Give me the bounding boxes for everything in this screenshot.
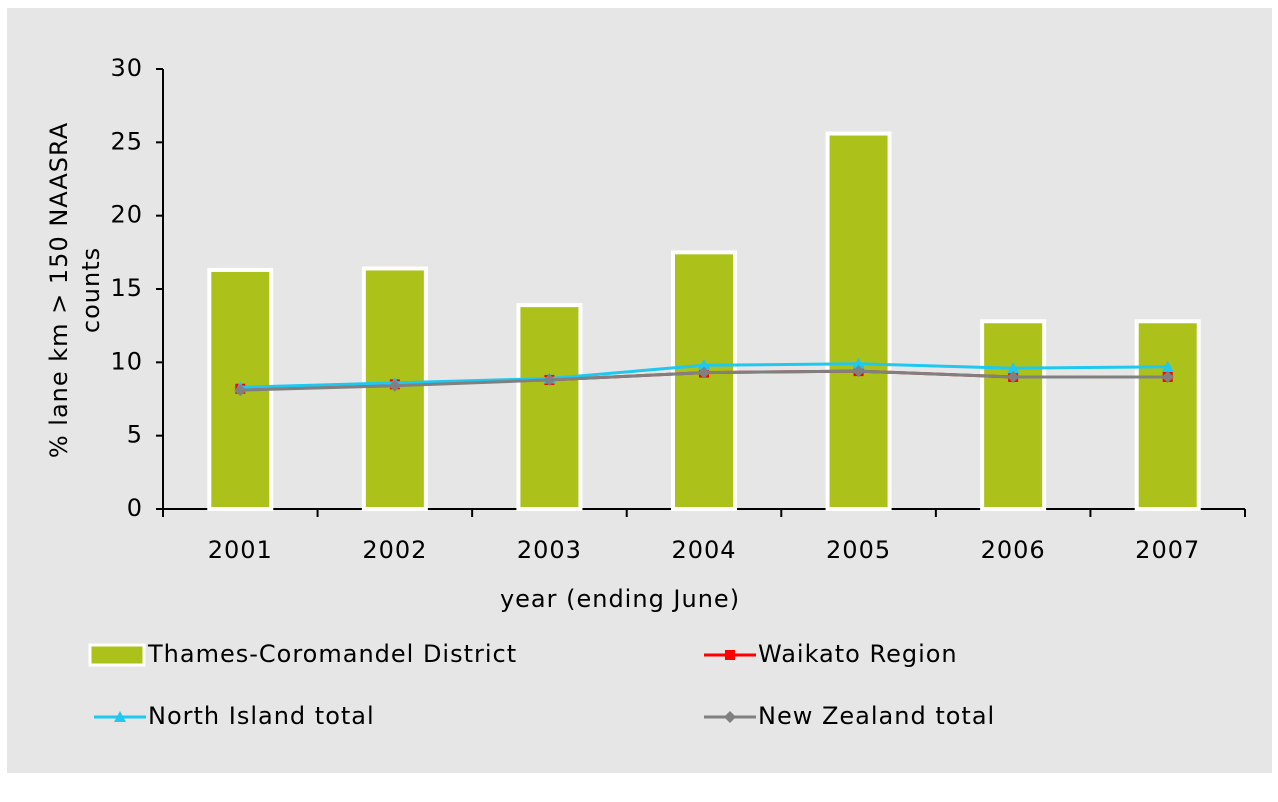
bar: [980, 319, 1047, 511]
x-tick-label: 2002: [362, 536, 427, 564]
legend-label: Waikato Region: [758, 640, 958, 668]
y-tick-label: 0: [127, 494, 143, 522]
point: [234, 384, 247, 397]
point: [1007, 362, 1020, 374]
point: [1007, 371, 1020, 383]
x-tick-label: 2001: [208, 536, 273, 564]
x-tick-label: 2003: [517, 536, 582, 564]
legend-swatch: [88, 643, 146, 667]
y-tick-label: 15: [110, 274, 143, 302]
point: [1161, 371, 1174, 383]
legend-label: New Zealand total: [758, 702, 995, 730]
y-tick-label: 10: [110, 347, 143, 375]
legend-marker: [724, 711, 736, 723]
x-axis-title: year (ending June): [500, 585, 740, 613]
x-tick-label: 2004: [671, 536, 736, 564]
x-tick-label: 2007: [1135, 536, 1200, 564]
y-tick-label: 5: [127, 421, 143, 449]
bar: [825, 131, 892, 512]
point: [698, 366, 710, 379]
point: [543, 373, 556, 386]
point: [698, 359, 710, 371]
y-axis-title: % lane km > 150 NAASRA: [45, 122, 73, 458]
x-tick-label: 2005: [826, 536, 891, 564]
legend-marker: [114, 711, 126, 722]
bar: [516, 303, 583, 511]
point: [852, 365, 865, 378]
bar: [1134, 319, 1201, 511]
bar: [671, 250, 737, 511]
y-tick-label: 25: [110, 127, 143, 155]
legend-marker: [725, 650, 735, 660]
point: [1161, 360, 1174, 372]
y-tick-label: 20: [110, 201, 143, 229]
point: [388, 379, 401, 392]
legend-label: Thames-Coromandel District: [147, 640, 517, 668]
legend-label: North Island total: [148, 702, 375, 730]
y-axis-title: counts: [77, 247, 105, 333]
point: [852, 357, 865, 369]
y-tick-label: 30: [110, 54, 143, 82]
x-tick-label: 2006: [981, 536, 1046, 564]
